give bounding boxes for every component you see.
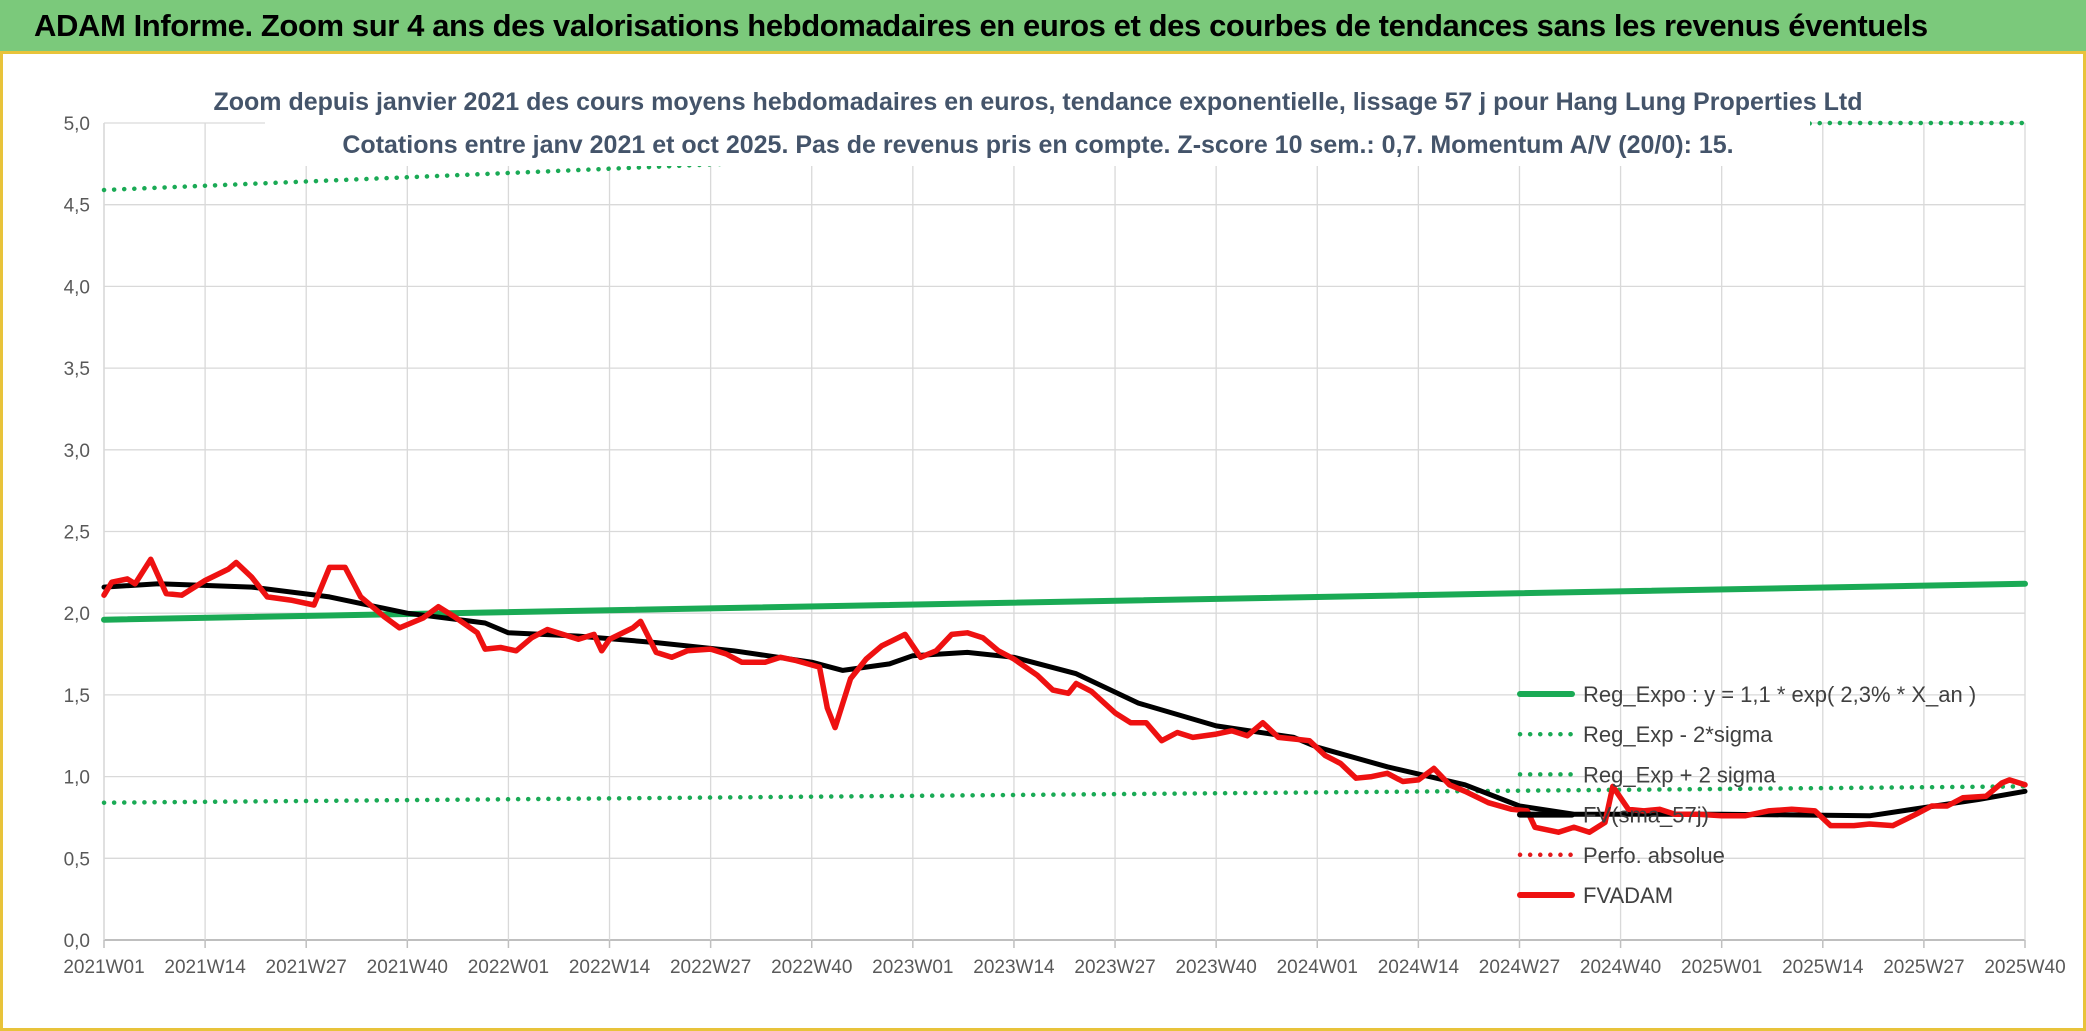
x-tick-label: 2023W40: [1175, 957, 1256, 978]
x-tick-label: 2025W27: [1883, 957, 1964, 978]
x-tick-label: 2024W40: [1580, 957, 1661, 978]
x-tick-label: 2021W40: [367, 957, 448, 978]
y-tick-label: 4,5: [64, 196, 90, 217]
x-tick-label: 2023W27: [1074, 957, 1155, 978]
legend-label-1: Reg_Exp - 2*sigma: [1583, 722, 1773, 747]
y-tick-label: 3,5: [64, 359, 90, 380]
x-tick-label: 2024W27: [1479, 957, 1560, 978]
y-tick-label: 3,0: [64, 441, 90, 462]
x-tick-label: 2022W40: [771, 957, 852, 978]
x-tick-label: 2021W27: [266, 957, 347, 978]
y-tick-label: 2,5: [64, 523, 90, 544]
legend-label-4: Perfo. absolue: [1583, 843, 1725, 868]
x-tick-label: 2025W40: [1984, 957, 2065, 978]
chart-titles: Zoom depuis janvier 2021 des cours moyen…: [213, 82, 1863, 166]
y-tick-label: 1,5: [64, 686, 90, 707]
x-tick-label: 2024W14: [1378, 957, 1460, 978]
chart-frame: [0, 54, 2086, 1031]
y-tick-label: 5,0: [64, 114, 90, 135]
report-banner: ADAM Informe. Zoom sur 4 ans des valoris…: [0, 0, 2086, 54]
legend-label-2: Reg_Exp + 2 sigma: [1583, 762, 1776, 787]
chart-title-line1: Zoom depuis janvier 2021 des cours moyen…: [213, 88, 1862, 116]
x-tick-label: 2022W14: [569, 957, 651, 978]
report-title: ADAM Informe. Zoom sur 4 ans des valoris…: [34, 8, 1928, 43]
x-tick-label: 2022W01: [468, 957, 549, 978]
title-background: [265, 82, 1810, 166]
x-tick-label: 2022W27: [670, 957, 751, 978]
series-line-1: [101, 784, 2028, 805]
x-tick-label: 2025W01: [1681, 957, 1762, 978]
axes: 0,0 0,5 1,0 1,5 2,0 2,5 3,0 3,5 4,0 4,5 5,0 2021W01…: [63, 114, 2065, 978]
x-tick-label: 2021W14: [164, 957, 246, 978]
series-line-0: [101, 580, 2028, 623]
y-tick-label: 0,5: [64, 849, 90, 870]
legend-label-3: FV(sma_57j): [1583, 803, 1709, 828]
x-tick-label: 2024W01: [1277, 957, 1358, 978]
y-tick-label: 4,0: [64, 277, 90, 298]
x-tick-label: 2023W01: [872, 957, 953, 978]
y-tick-label: 2,0: [64, 604, 90, 625]
y-tick-label: 0,0: [64, 931, 90, 952]
series-line-5: [101, 556, 2028, 835]
legend-label-0: Reg_Expo : y = 1,1 * exp( 2,3% * X_an ): [1583, 682, 1976, 707]
chart-title-line2: Cotations entre janv 2021 et oct 2025. P…: [342, 131, 1733, 159]
x-tick-label: 2023W14: [973, 957, 1055, 978]
y-tick-label: 1,0: [64, 768, 90, 789]
x-tick-label: 2025W14: [1782, 957, 1864, 978]
legend-label-5: FVADAM: [1583, 883, 1673, 908]
x-tick-label: 2021W01: [63, 957, 144, 978]
legend: Reg_Expo : y = 1,1 * exp( 2,3% * X_an ) R…: [1517, 682, 1976, 908]
